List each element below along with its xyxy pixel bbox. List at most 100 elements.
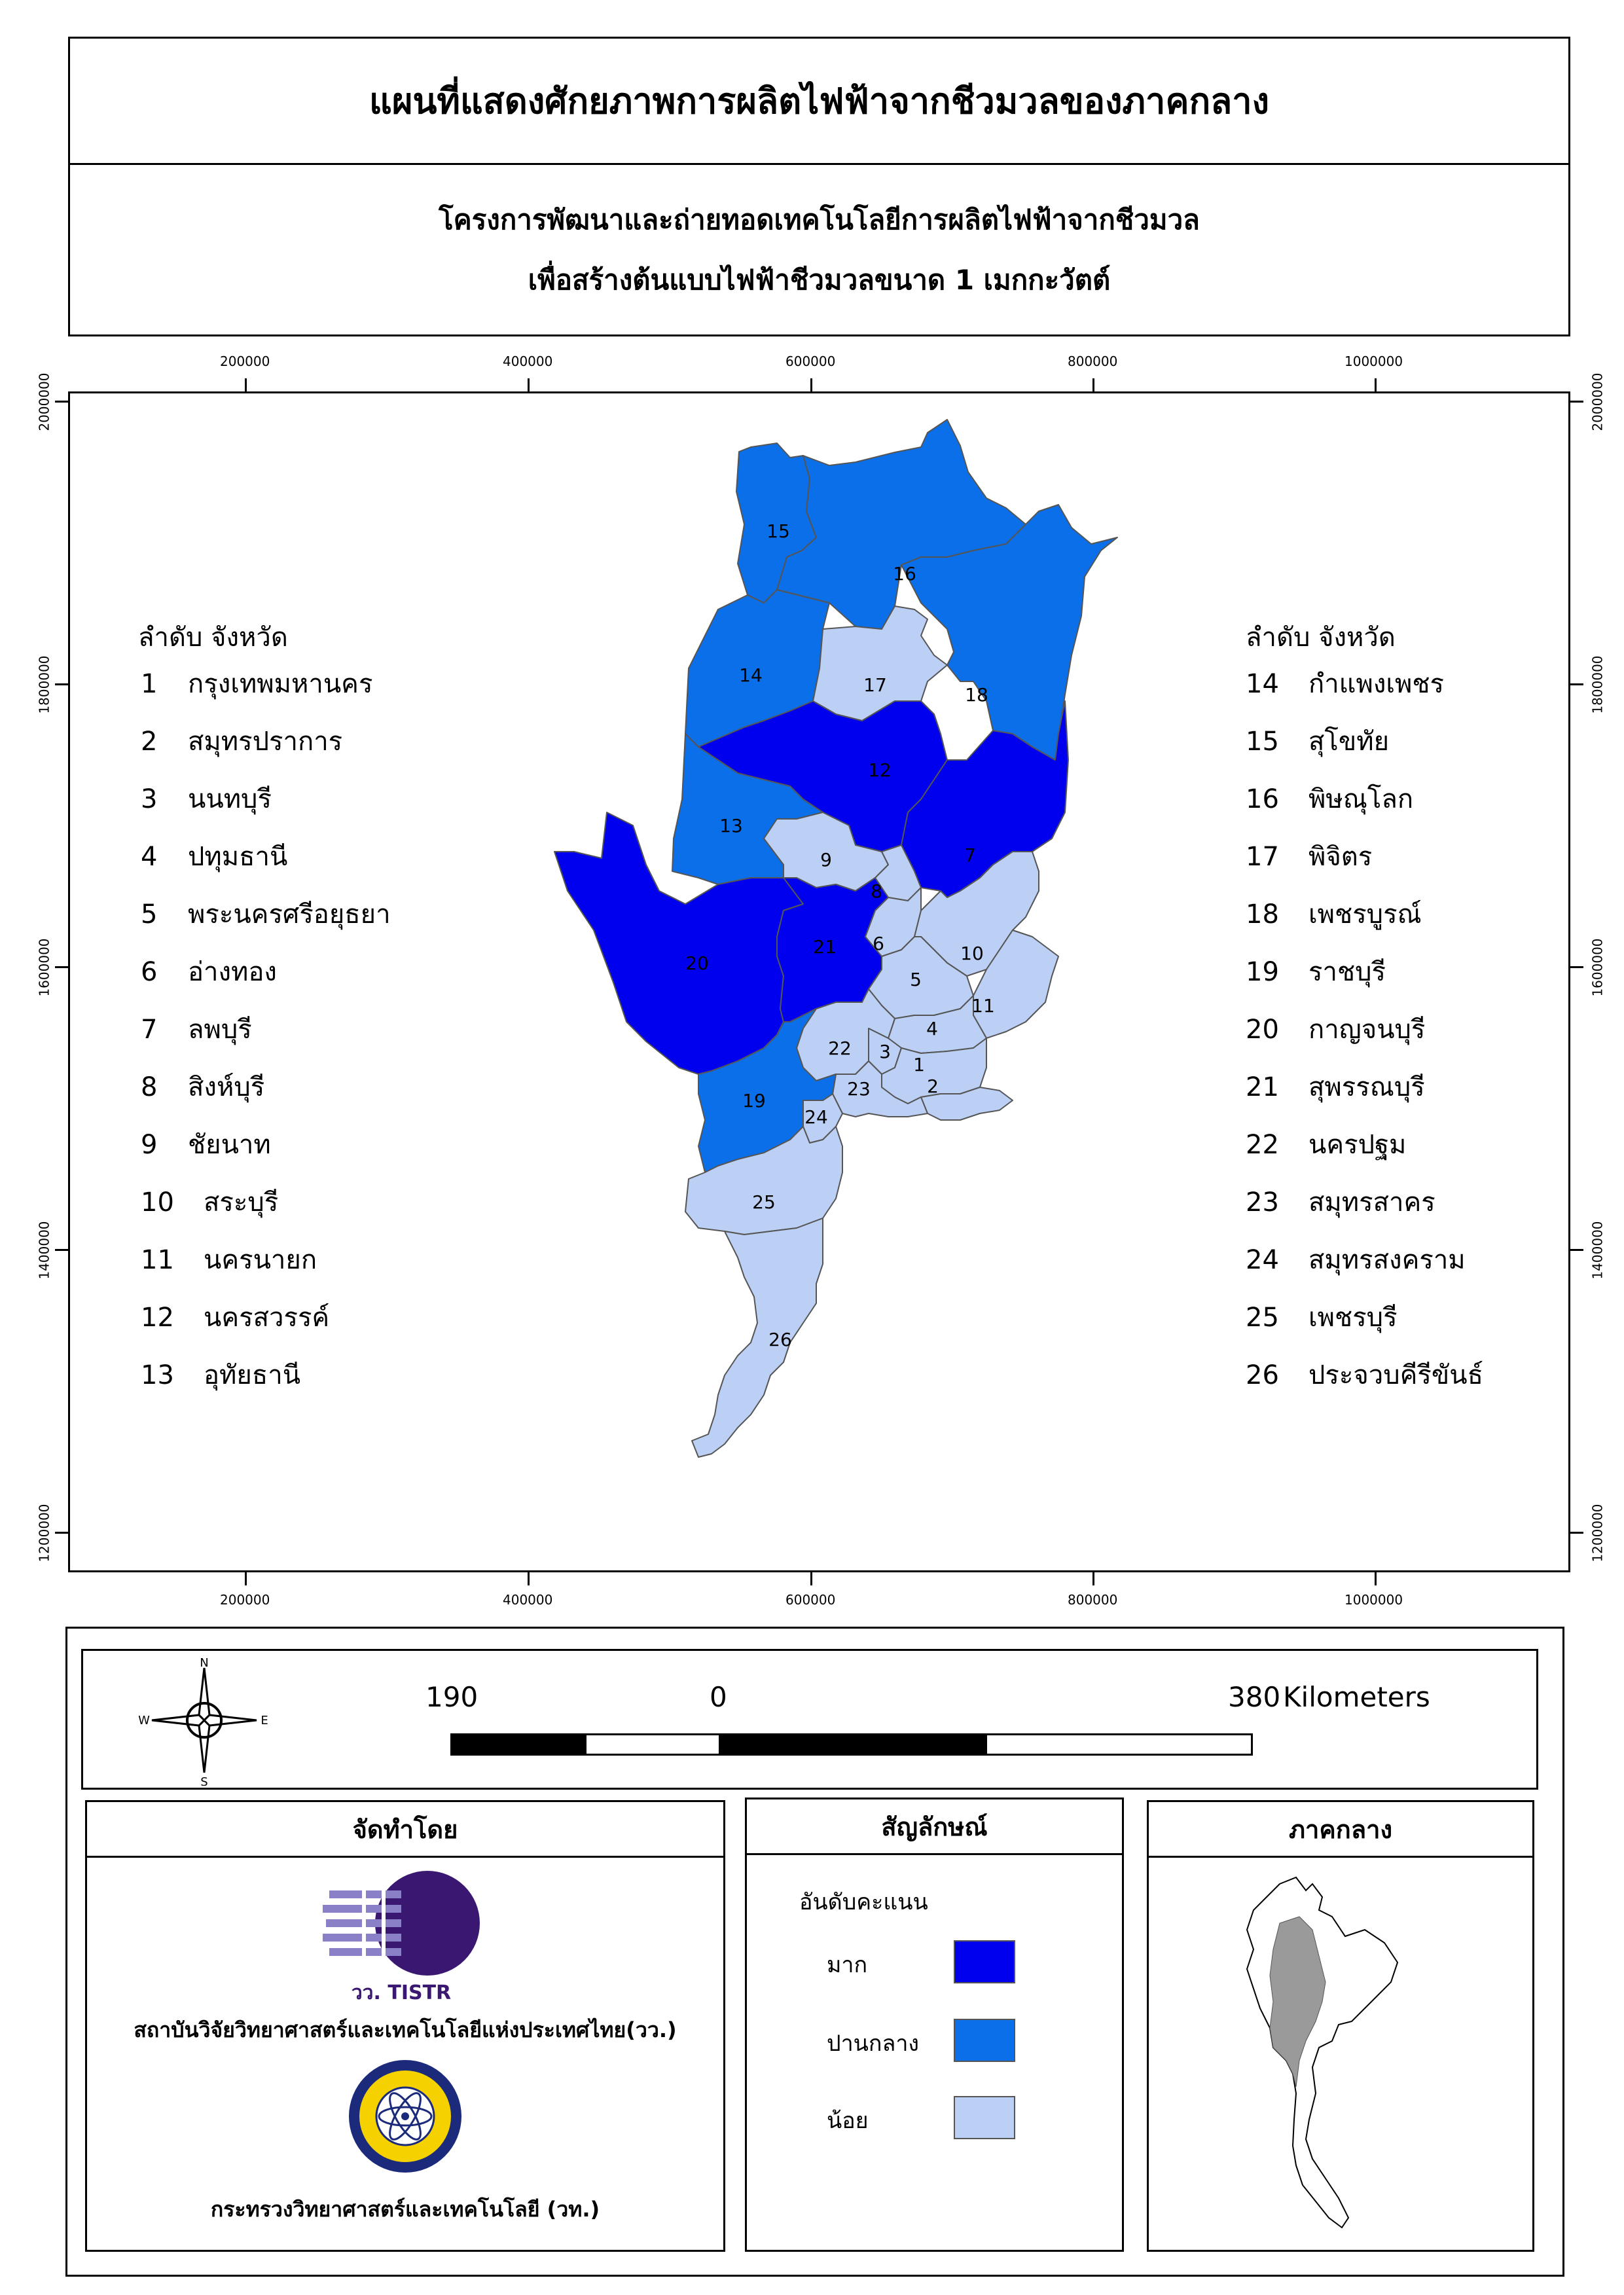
list-item: 10 สระบุรี	[141, 1174, 391, 1231]
list-number: 20	[1246, 1015, 1279, 1045]
central-region-highlight	[1269, 1916, 1326, 2087]
scale-seg	[586, 1735, 719, 1754]
tick-mark	[55, 1249, 68, 1251]
province-23	[832, 1060, 928, 1117]
list-item: 12 นครสวรรค์	[141, 1289, 391, 1346]
list-number: 8	[141, 1072, 158, 1102]
map-label-11: 11	[971, 995, 995, 1017]
map-label-12: 12	[868, 759, 892, 781]
list-name: ชัยนาท	[188, 1130, 271, 1160]
subtitle-line-2: เพื่อสร้างต้นแบบไฟฟ้าชีวมวลขนาด 1 เมกกะว…	[528, 263, 1111, 296]
compass-e: E	[261, 1714, 268, 1727]
tistr-logo-text: วว. TISTR	[352, 1981, 451, 2002]
producer-heading: จัดทำโดย	[85, 1800, 725, 1858]
province-25	[685, 1126, 843, 1235]
list-item: 22 นครปฐม	[1246, 1116, 1483, 1174]
org2-caption: กระทรวงวิทยาศาสตร์และเทคโนโลยี (วท.)	[210, 2197, 600, 2222]
legend-swatch-low	[954, 2096, 1015, 2139]
list-number: 16	[1246, 784, 1279, 814]
list-name: พิจิตร	[1308, 842, 1373, 872]
tick-mark	[55, 401, 68, 403]
central-region-map: 15 16 14 17 18 12 13 9 7 8 21 6 10 20 5 …	[554, 419, 1118, 1458]
x-tick-bottom: 600000	[785, 1592, 836, 1608]
list-item: 11 นครนายก	[141, 1231, 391, 1289]
scale-bar	[450, 1733, 1253, 1756]
x-tick-bottom: 400000	[503, 1592, 553, 1608]
legend-swatch-high	[954, 1940, 1015, 1983]
map-label-2: 2	[927, 1075, 939, 1097]
list-item: 17 พิจิตร	[1246, 828, 1483, 886]
subtitle-box: โครงการพัฒนาและถ่ายทอดเทคโนโลยีการผลิตไฟ…	[68, 165, 1570, 336]
list-name: สิงห์บุรี	[188, 1072, 265, 1102]
tick-mark	[1092, 378, 1094, 391]
list-name: นครปฐม	[1308, 1130, 1407, 1160]
y-tick-right: 2000000	[1589, 372, 1606, 431]
list-name: สมุทรปราการ	[188, 727, 343, 757]
map-label-13: 13	[719, 815, 743, 837]
list-name: สุโขทัย	[1308, 727, 1390, 757]
list-item: 25 เพชรบุรี	[1246, 1289, 1483, 1346]
tick-mark	[1570, 683, 1583, 685]
list-item: 6 อ่างทอง	[141, 943, 391, 1001]
list-item: 9 ชัยนาท	[141, 1116, 391, 1174]
compass-w: W	[139, 1714, 150, 1727]
scale-label-left: 190	[425, 1681, 478, 1713]
list-item: 15 สุโขทัย	[1246, 713, 1483, 770]
list-item: 8 สิงห์บุรี	[141, 1058, 391, 1116]
tick-mark	[1570, 966, 1583, 968]
y-tick-left: 1200000	[36, 1504, 52, 1563]
tick-mark	[810, 378, 812, 391]
scale-seg	[452, 1735, 586, 1754]
list-item: 16 พิษณุโลก	[1246, 770, 1483, 828]
list-name: ราชบุรี	[1308, 957, 1386, 987]
x-tick-top: 600000	[785, 353, 836, 369]
list-name: สุพรรณบุรี	[1308, 1072, 1425, 1102]
x-tick-bottom: 200000	[220, 1592, 270, 1608]
map-label-24: 24	[804, 1106, 828, 1128]
list-number: 11	[141, 1245, 174, 1275]
list-item: 1 กรุงเทพมหานคร	[141, 655, 391, 713]
map-label-19: 19	[742, 1090, 766, 1111]
list-number: 7	[141, 1015, 158, 1045]
list-name: ลพบุรี	[188, 1015, 252, 1045]
province-26	[691, 1218, 823, 1458]
list-name: นนทบุรี	[188, 784, 272, 814]
list-number: 17	[1246, 842, 1279, 872]
legend-label-low: น้อย	[827, 2108, 869, 2134]
list-name: กำแพงเพชร	[1308, 669, 1445, 699]
list-name: กาญจนบุรี	[1308, 1015, 1426, 1045]
list-name: ประจวบคีรีขันธ์	[1308, 1360, 1483, 1390]
thailand-inset-map	[1246, 1876, 1399, 2229]
legend-heading: สัญลักษณ์	[745, 1798, 1124, 1855]
map-label-17: 17	[863, 674, 887, 696]
list-number: 24	[1246, 1245, 1279, 1275]
y-tick-right: 1800000	[1589, 655, 1606, 714]
scale-unit: Kilometers	[1283, 1681, 1430, 1713]
tick-mark	[55, 966, 68, 968]
map-label-23: 23	[847, 1078, 871, 1100]
map-label-26: 26	[768, 1329, 792, 1350]
list-item: 18 เพชรบูรณ์	[1246, 886, 1483, 943]
scale-seg	[719, 1735, 987, 1754]
list-item: 4 ปทุมธานี	[141, 828, 391, 886]
producer-panel: วว. TISTR สถาบันวิจัยวิทยาศาสตร์และเทคโน…	[85, 1856, 725, 2252]
tick-mark	[245, 378, 247, 391]
legend-swatch-medium	[954, 2019, 1015, 2062]
scale-panel	[81, 1649, 1538, 1790]
list-item: 3 นนทบุรี	[141, 770, 391, 828]
tick-mark	[1570, 1249, 1583, 1251]
list-number: 23	[1246, 1187, 1279, 1218]
list-item: 20 กาญจนบุรี	[1246, 1001, 1483, 1058]
compass-s: S	[200, 1775, 208, 1786]
tick-mark	[1570, 401, 1583, 403]
scale-seg	[987, 1735, 1251, 1754]
province-list-right: 14 กำแพงเพชร 15 สุโขทัย 16 พิษณุโลก 17 พิจิต…	[1246, 655, 1483, 1404]
list-name: กรุงเทพมหานคร	[188, 669, 373, 699]
legend-label-medium: ปานกลาง	[827, 2031, 920, 2057]
map-label-14: 14	[739, 664, 763, 686]
y-tick-right: 1400000	[1589, 1221, 1606, 1280]
map-label-18: 18	[965, 684, 988, 706]
left-list-header: ลำดับ จังหวัด	[138, 623, 288, 653]
province-list-left: 1 กรุงเทพมหานคร 2 สมุทรปราการ 3 นนทบุรี 4 ปท…	[141, 655, 391, 1404]
list-name: นครนายก	[204, 1245, 317, 1275]
